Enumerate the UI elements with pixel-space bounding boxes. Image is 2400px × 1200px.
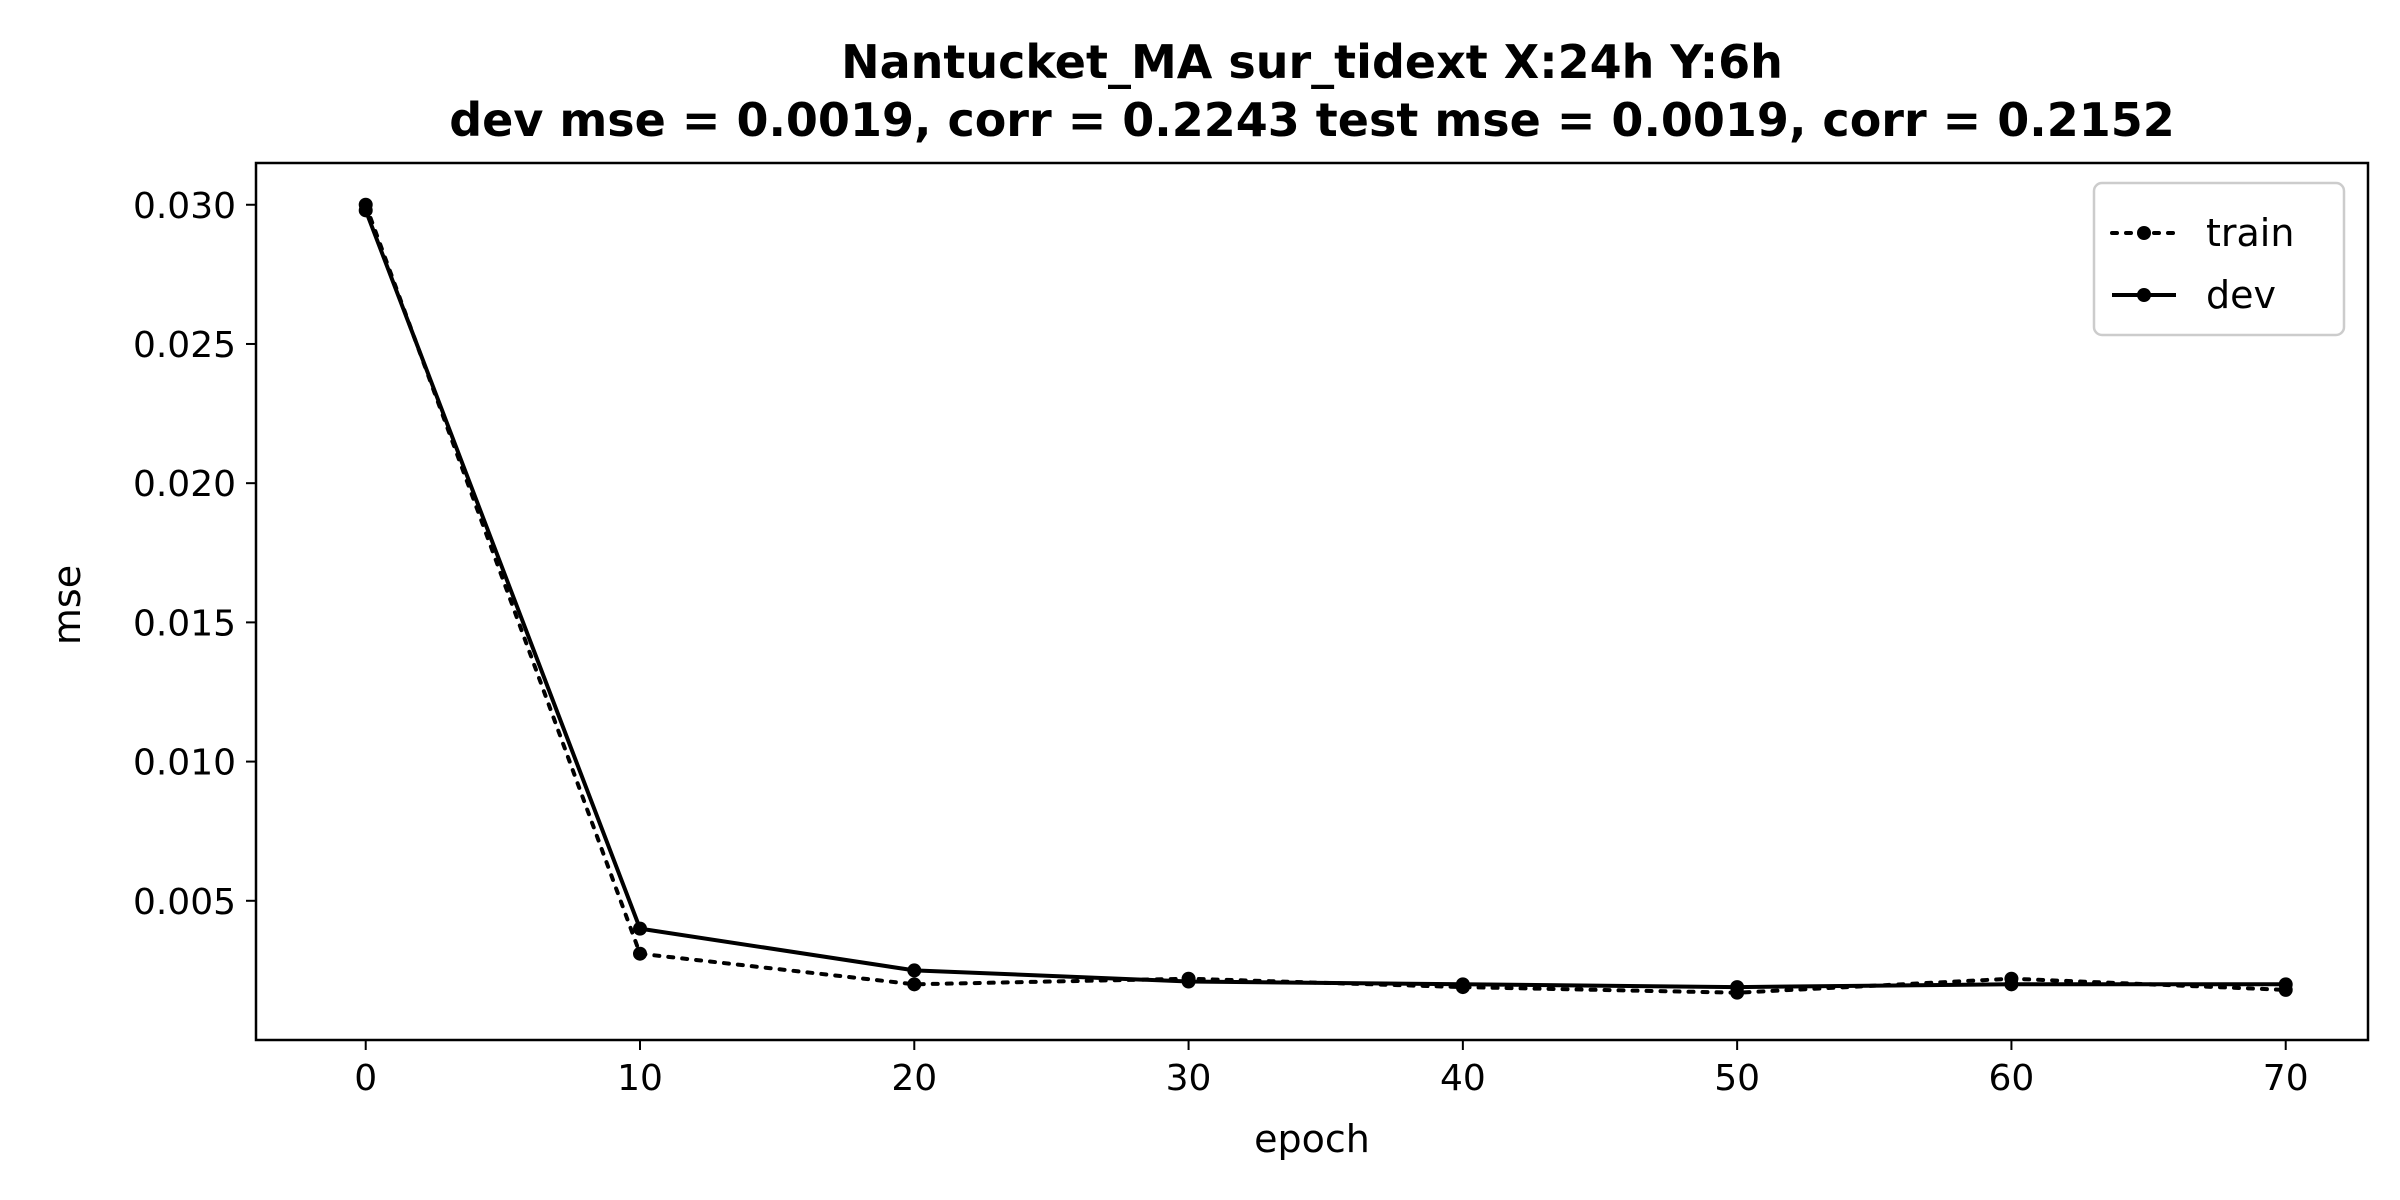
x-axis-label: epoch (1254, 1117, 1370, 1161)
legend-label-dev: dev (2206, 273, 2276, 317)
y-tick-label: 0.010 (133, 743, 236, 784)
y-axis-label: mse (45, 565, 89, 645)
chart-subtitle: dev mse = 0.0019, corr = 0.2243 test mse… (449, 93, 2175, 147)
x-tick-label: 30 (1166, 1058, 1212, 1099)
data-point-dev (1730, 980, 1745, 995)
series-line-dev (363, 209, 2286, 990)
data-point-dev (1181, 974, 1196, 989)
y-tick-label: 0.020 (133, 464, 236, 505)
data-point-dev (907, 963, 922, 978)
legend-marker-dev (2137, 288, 2151, 302)
data-point-dev (358, 203, 373, 218)
y-tick-label: 0.015 (133, 603, 236, 644)
x-tick-label: 20 (891, 1058, 937, 1099)
y-tick-label: 0.005 (133, 882, 236, 923)
data-point-dev (2004, 977, 2019, 992)
x-tick-label: 60 (1989, 1058, 2035, 1099)
legend: train dev (2092, 181, 2346, 337)
data-point-train (633, 946, 647, 961)
y-tick-label: 0.025 (133, 325, 236, 366)
axes-frame (254, 161, 2370, 1042)
chart-title: Nantucket_MA sur_tidext X:24h Y:6h (841, 35, 1783, 89)
data-point-dev (633, 921, 647, 936)
x-tick-label: 70 (2263, 1058, 2309, 1099)
data-point-train (907, 977, 922, 992)
data-point-dev (2278, 977, 2293, 992)
x-tick-label: 0 (354, 1058, 377, 1099)
x-tick-label: 10 (617, 1058, 663, 1099)
legend-marker-train (2137, 226, 2151, 240)
x-tick-label: 50 (1714, 1058, 1760, 1099)
data-point-dev (1455, 977, 1470, 992)
plot-area: 0 10 20 30 40 50 60 70 0.005 0.010 0.015 0.020 0.025… (133, 161, 2370, 1099)
y-tick-label: 0.030 (133, 186, 236, 227)
legend-label-train: train (2206, 211, 2294, 255)
x-tick-label: 40 (1440, 1058, 1486, 1099)
